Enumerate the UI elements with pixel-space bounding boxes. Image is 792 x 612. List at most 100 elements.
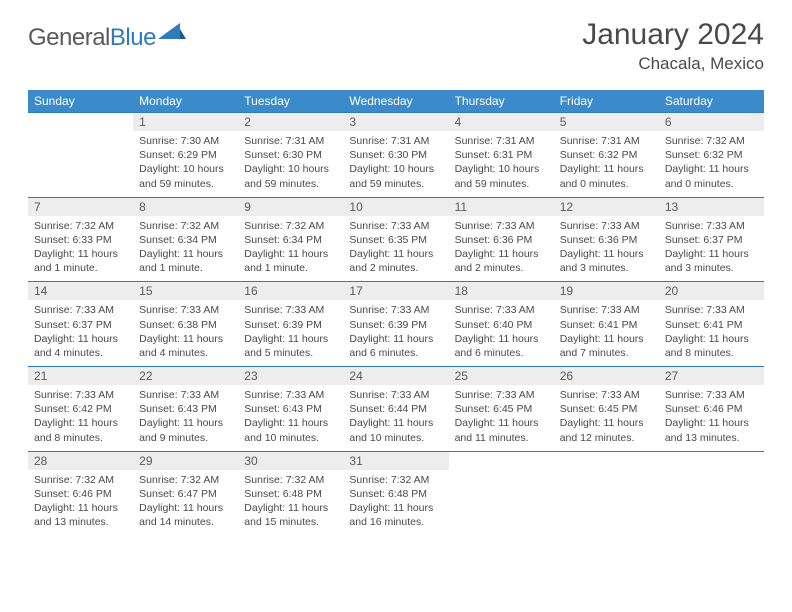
day-content-cell	[554, 470, 659, 536]
sunrise-text: Sunrise: 7:32 AM	[349, 473, 442, 487]
sunrise-text: Sunrise: 7:33 AM	[665, 388, 758, 402]
location: Chacala, Mexico	[582, 54, 764, 74]
day-number-row: 21222324252627	[28, 367, 764, 386]
day-content-cell: Sunrise: 7:33 AMSunset: 6:36 PMDaylight:…	[554, 216, 659, 282]
day-number-cell: 19	[554, 282, 659, 301]
sunset-text: Sunset: 6:45 PM	[560, 402, 653, 416]
sunrise-text: Sunrise: 7:32 AM	[244, 473, 337, 487]
day-number-row: 123456	[28, 113, 764, 132]
daylight-text: Daylight: 10 hours and 59 minutes.	[139, 162, 232, 190]
day-content-cell: Sunrise: 7:33 AMSunset: 6:37 PMDaylight:…	[28, 300, 133, 366]
day-number-cell: 8	[133, 197, 238, 216]
day-number-cell: 30	[238, 451, 343, 470]
sunset-text: Sunset: 6:35 PM	[349, 233, 442, 247]
sunrise-text: Sunrise: 7:32 AM	[34, 219, 127, 233]
day-content-cell: Sunrise: 7:33 AMSunset: 6:44 PMDaylight:…	[343, 385, 448, 451]
day-content-cell: Sunrise: 7:32 AMSunset: 6:46 PMDaylight:…	[28, 470, 133, 536]
day-content-cell: Sunrise: 7:33 AMSunset: 6:46 PMDaylight:…	[659, 385, 764, 451]
day-content-cell: Sunrise: 7:32 AMSunset: 6:34 PMDaylight:…	[133, 216, 238, 282]
sunrise-text: Sunrise: 7:32 AM	[34, 473, 127, 487]
day-content-cell: Sunrise: 7:32 AMSunset: 6:48 PMDaylight:…	[238, 470, 343, 536]
sunrise-text: Sunrise: 7:32 AM	[139, 219, 232, 233]
weekday-header-row: Sunday Monday Tuesday Wednesday Thursday…	[28, 90, 764, 113]
sunset-text: Sunset: 6:43 PM	[244, 402, 337, 416]
sunset-text: Sunset: 6:48 PM	[244, 487, 337, 501]
day-content-cell: Sunrise: 7:32 AMSunset: 6:48 PMDaylight:…	[343, 470, 448, 536]
day-number-cell: 16	[238, 282, 343, 301]
day-number-cell: 7	[28, 197, 133, 216]
sunset-text: Sunset: 6:31 PM	[455, 148, 548, 162]
sunrise-text: Sunrise: 7:32 AM	[665, 134, 758, 148]
daylight-text: Daylight: 11 hours and 4 minutes.	[139, 332, 232, 360]
day-number-cell: 21	[28, 367, 133, 386]
day-content-cell: Sunrise: 7:33 AMSunset: 6:35 PMDaylight:…	[343, 216, 448, 282]
daylight-text: Daylight: 11 hours and 15 minutes.	[244, 501, 337, 529]
sunrise-text: Sunrise: 7:31 AM	[244, 134, 337, 148]
daylight-text: Daylight: 11 hours and 6 minutes.	[349, 332, 442, 360]
day-number-cell: 22	[133, 367, 238, 386]
day-content-cell: Sunrise: 7:33 AMSunset: 6:38 PMDaylight:…	[133, 300, 238, 366]
day-number-cell: 25	[449, 367, 554, 386]
weekday-header: Sunday	[28, 90, 133, 113]
daylight-text: Daylight: 11 hours and 8 minutes.	[665, 332, 758, 360]
sunset-text: Sunset: 6:29 PM	[139, 148, 232, 162]
sunset-text: Sunset: 6:46 PM	[34, 487, 127, 501]
sunset-text: Sunset: 6:43 PM	[139, 402, 232, 416]
sunrise-text: Sunrise: 7:33 AM	[455, 219, 548, 233]
daylight-text: Daylight: 11 hours and 11 minutes.	[455, 416, 548, 444]
weekday-header: Saturday	[659, 90, 764, 113]
daylight-text: Daylight: 11 hours and 12 minutes.	[560, 416, 653, 444]
day-number-cell: 20	[659, 282, 764, 301]
day-number-cell: 24	[343, 367, 448, 386]
day-content-row: Sunrise: 7:30 AMSunset: 6:29 PMDaylight:…	[28, 131, 764, 197]
day-content-cell: Sunrise: 7:31 AMSunset: 6:32 PMDaylight:…	[554, 131, 659, 197]
day-number-cell	[659, 451, 764, 470]
day-content-cell: Sunrise: 7:32 AMSunset: 6:47 PMDaylight:…	[133, 470, 238, 536]
sunset-text: Sunset: 6:42 PM	[34, 402, 127, 416]
day-number-cell: 6	[659, 113, 764, 132]
day-content-cell: Sunrise: 7:33 AMSunset: 6:42 PMDaylight:…	[28, 385, 133, 451]
sunrise-text: Sunrise: 7:31 AM	[455, 134, 548, 148]
weekday-header: Wednesday	[343, 90, 448, 113]
sunset-text: Sunset: 6:39 PM	[349, 318, 442, 332]
day-number-cell: 13	[659, 197, 764, 216]
day-content-cell: Sunrise: 7:33 AMSunset: 6:39 PMDaylight:…	[238, 300, 343, 366]
daylight-text: Daylight: 11 hours and 0 minutes.	[665, 162, 758, 190]
day-content-row: Sunrise: 7:33 AMSunset: 6:37 PMDaylight:…	[28, 300, 764, 366]
sunset-text: Sunset: 6:41 PM	[665, 318, 758, 332]
day-number-cell: 2	[238, 113, 343, 132]
sunrise-text: Sunrise: 7:33 AM	[244, 388, 337, 402]
day-number-cell: 12	[554, 197, 659, 216]
day-content-cell: Sunrise: 7:31 AMSunset: 6:31 PMDaylight:…	[449, 131, 554, 197]
sunrise-text: Sunrise: 7:33 AM	[244, 303, 337, 317]
weekday-header: Tuesday	[238, 90, 343, 113]
weekday-header: Monday	[133, 90, 238, 113]
sunset-text: Sunset: 6:37 PM	[665, 233, 758, 247]
day-content-cell: Sunrise: 7:33 AMSunset: 6:41 PMDaylight:…	[554, 300, 659, 366]
sunrise-text: Sunrise: 7:33 AM	[665, 219, 758, 233]
sunrise-text: Sunrise: 7:33 AM	[34, 388, 127, 402]
daylight-text: Daylight: 10 hours and 59 minutes.	[349, 162, 442, 190]
daylight-text: Daylight: 11 hours and 0 minutes.	[560, 162, 653, 190]
day-number-cell	[449, 451, 554, 470]
day-content-cell: Sunrise: 7:33 AMSunset: 6:45 PMDaylight:…	[449, 385, 554, 451]
day-content-cell: Sunrise: 7:33 AMSunset: 6:36 PMDaylight:…	[449, 216, 554, 282]
day-content-cell: Sunrise: 7:30 AMSunset: 6:29 PMDaylight:…	[133, 131, 238, 197]
day-number-cell	[554, 451, 659, 470]
day-content-cell: Sunrise: 7:32 AMSunset: 6:33 PMDaylight:…	[28, 216, 133, 282]
day-number-cell: 17	[343, 282, 448, 301]
sunrise-text: Sunrise: 7:33 AM	[560, 388, 653, 402]
month-title: January 2024	[582, 18, 764, 52]
sunrise-text: Sunrise: 7:30 AM	[139, 134, 232, 148]
sunset-text: Sunset: 6:39 PM	[244, 318, 337, 332]
daylight-text: Daylight: 11 hours and 1 minute.	[34, 247, 127, 275]
daylight-text: Daylight: 11 hours and 16 minutes.	[349, 501, 442, 529]
day-number-cell: 3	[343, 113, 448, 132]
day-number-cell: 18	[449, 282, 554, 301]
sunset-text: Sunset: 6:33 PM	[34, 233, 127, 247]
day-number-cell: 10	[343, 197, 448, 216]
day-number-cell: 1	[133, 113, 238, 132]
day-number-cell: 23	[238, 367, 343, 386]
day-content-cell: Sunrise: 7:33 AMSunset: 6:41 PMDaylight:…	[659, 300, 764, 366]
daylight-text: Daylight: 11 hours and 1 minute.	[244, 247, 337, 275]
